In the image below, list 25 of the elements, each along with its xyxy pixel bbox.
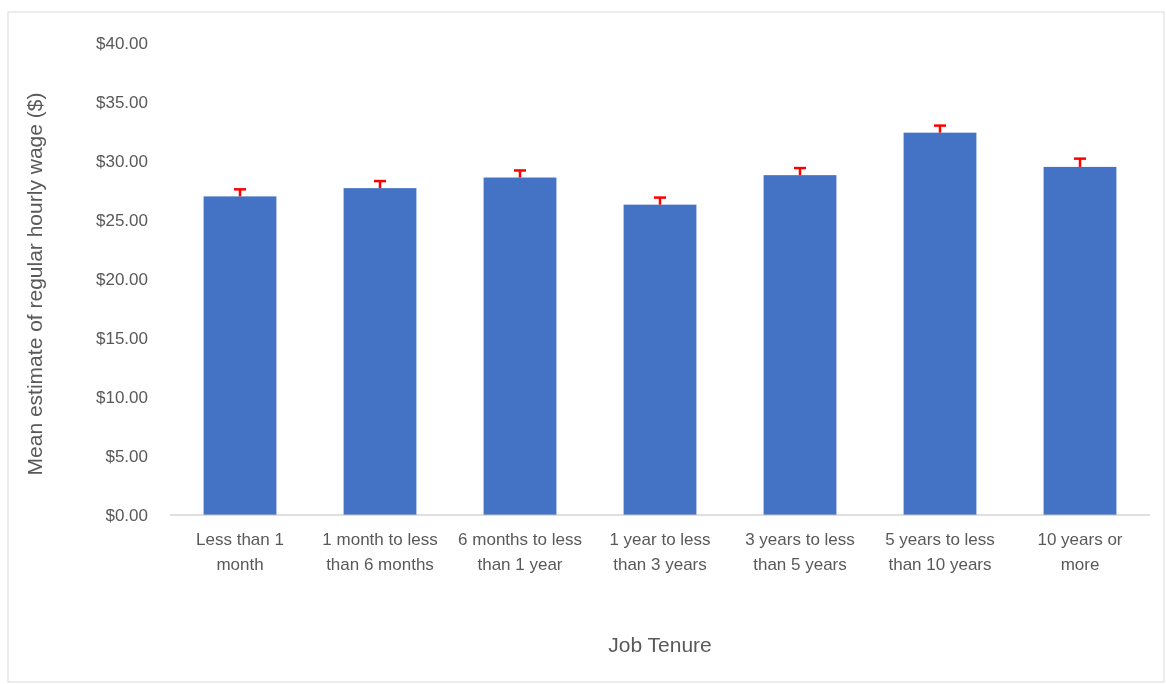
y-tick-label: $40.00 xyxy=(96,33,148,53)
x-axis-title: Job Tenure xyxy=(608,633,712,656)
x-tick-label: 1 year to less than 3 years xyxy=(609,530,711,574)
x-tick-label: Less than 1 month xyxy=(196,530,284,574)
y-tick-label: $30.00 xyxy=(96,151,148,171)
y-tick-label: $5.00 xyxy=(105,446,148,466)
x-tick-label: 5 years to less than 10 years xyxy=(885,530,995,574)
y-axis-title: Mean estimate of regular hourly wage ($) xyxy=(23,92,46,476)
bar xyxy=(483,177,557,515)
y-tick-label: $0.00 xyxy=(105,505,148,525)
x-tick-label: 10 years or more xyxy=(1037,530,1123,574)
x-tick-label: 6 months to less than 1 year xyxy=(458,530,582,574)
y-tick-label: $10.00 xyxy=(96,387,148,407)
bar xyxy=(203,196,277,515)
bar xyxy=(763,175,837,515)
y-tick-label: $15.00 xyxy=(96,328,148,348)
y-tick-label: $35.00 xyxy=(96,92,148,112)
x-tick-label: 1 month to less than 6 months xyxy=(322,530,438,574)
y-tick-label: $25.00 xyxy=(96,210,148,230)
bar xyxy=(623,204,697,515)
bar xyxy=(1043,166,1117,515)
y-tick-label: $20.00 xyxy=(96,269,148,289)
bar xyxy=(903,132,977,515)
x-tick-label: 3 years to less than 5 years xyxy=(745,530,855,574)
bar xyxy=(343,188,417,515)
